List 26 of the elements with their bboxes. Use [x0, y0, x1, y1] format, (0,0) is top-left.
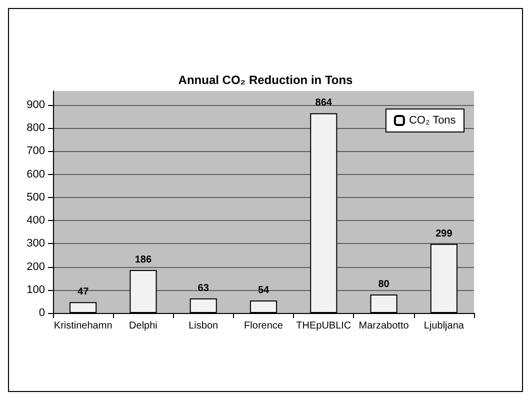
- data-label: 63: [198, 282, 210, 294]
- y-tick-label: 900: [26, 98, 45, 111]
- x-tick-label: Florence: [244, 320, 284, 332]
- data-label: 299: [436, 228, 453, 240]
- x-tick-label: Kristinehamn: [54, 320, 112, 332]
- y-tick-label: 700: [26, 145, 45, 158]
- y-tick-label: 300: [26, 238, 45, 250]
- data-label: 186: [134, 254, 152, 266]
- x-tick-label: Lisbon: [188, 320, 218, 332]
- data-label: 54: [258, 285, 270, 296]
- data-label: 80: [378, 279, 390, 290]
- x-tick-label: Delphi: [129, 320, 158, 332]
- x-tick-label: THEpUBLIC: [296, 320, 352, 332]
- data-label: 864: [315, 98, 332, 109]
- data-label: 47: [78, 286, 90, 298]
- legend-label: CO₂ Tons: [408, 114, 456, 126]
- y-tick-label: 100: [26, 284, 45, 296]
- y-tick-label: 500: [26, 191, 45, 204]
- y-tick-label: 200: [26, 260, 45, 273]
- y-tick-label: 0: [38, 307, 45, 319]
- x-tick-label: Marzabotto: [358, 320, 410, 332]
- y-tick-label: 400: [26, 214, 45, 226]
- x-tick-label: Ljubljana: [424, 320, 464, 332]
- chart-title: Annual CO₂ Reduction in Tons: [178, 73, 354, 87]
- y-tick-label: 800: [26, 122, 45, 134]
- y-tick-label: 600: [26, 168, 45, 180]
